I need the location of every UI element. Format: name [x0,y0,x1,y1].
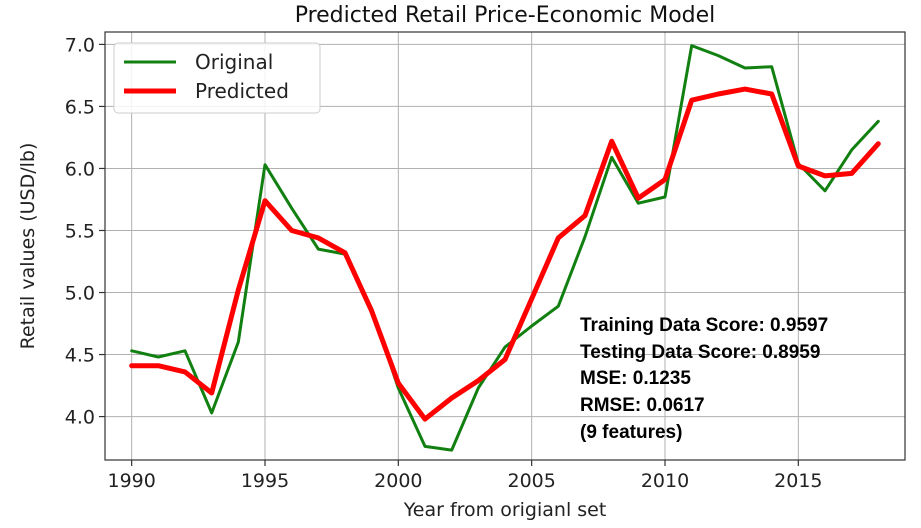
x-axis-label: Year from origianl set [403,499,607,521]
y-tick-label: 6.0 [65,158,95,180]
feature-count-text: (9 features) [580,422,682,443]
y-tick-label: 4.0 [65,407,95,429]
y-tick-label: 5.0 [65,283,95,305]
training-score-text: Training Data Score: 0.9597 [580,315,828,336]
y-axis-label: Retail values (USD/lb) [17,143,39,350]
x-tick-label: 2010 [641,470,689,492]
model-stats-annotation: Training Data Score: 0.9597 Testing Data… [580,315,828,443]
chart-title: Predicted Retail Price-Economic Model [295,3,716,28]
y-tick-label: 6.5 [65,96,95,118]
legend: Original Predicted [113,42,321,114]
y-tick-label: 4.5 [65,345,95,367]
testing-score-text: Testing Data Score: 0.8959 [580,342,820,363]
y-tick-label: 7.0 [65,34,95,56]
series-line-predicted [129,86,881,422]
y-tick-label: 5.5 [65,220,95,242]
x-tick-label: 2015 [774,470,822,492]
x-axis-ticks: 1990 1995 2000 2005 2010 2015 [107,460,823,492]
legend-label-original: Original [195,50,273,74]
mse-text: MSE: 0.1235 [580,368,691,389]
x-tick-label: 1990 [107,470,155,492]
x-tick-label: 1995 [241,470,289,492]
x-tick-label: 2000 [374,470,422,492]
rmse-text: RMSE: 0.0617 [580,395,705,416]
legend-label-predicted: Predicted [195,79,289,103]
y-axis-ticks: 4.0 4.5 5.0 5.5 6.0 6.5 7.0 [65,34,105,429]
series-lines [129,44,881,452]
plot-frame [104,31,906,461]
x-tick-label: 2005 [507,470,555,492]
